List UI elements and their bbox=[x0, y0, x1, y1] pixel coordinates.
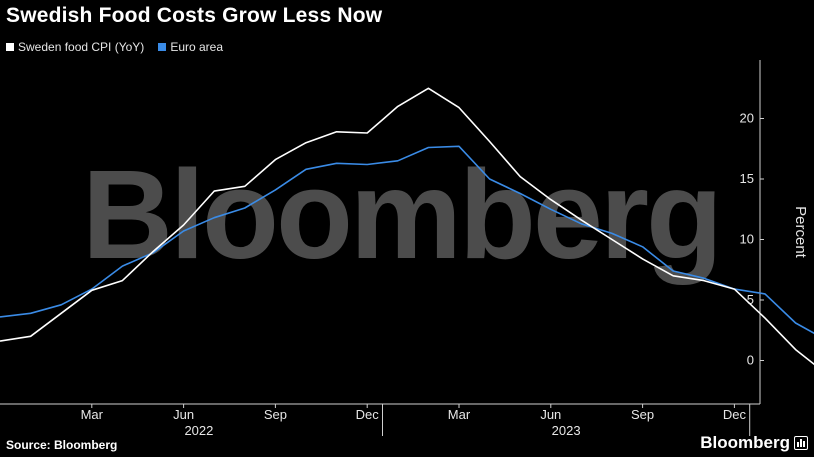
x-tick-label: Sep bbox=[631, 407, 654, 422]
y-tick-label: 10 bbox=[740, 232, 754, 247]
y-tick-label: 0 bbox=[747, 353, 754, 368]
bloomberg-logo: Bloomberg bbox=[700, 433, 808, 453]
x-tick-label: Mar bbox=[81, 407, 104, 422]
legend-swatch-euro bbox=[158, 43, 167, 51]
chart-title: Swedish Food Costs Grow Less Now bbox=[6, 4, 383, 27]
legend-label-sweden: Sweden food CPI (YoY) bbox=[18, 40, 145, 54]
legend-item-euro: Euro area bbox=[158, 40, 223, 54]
year-label: 2022 bbox=[184, 423, 213, 438]
source-note: Source: Bloomberg bbox=[6, 438, 118, 452]
watermark: Bloomberg bbox=[82, 144, 723, 285]
x-tick-label: Jun bbox=[540, 407, 561, 422]
logo-text: Bloomberg bbox=[700, 433, 790, 452]
legend-label-euro: Euro area bbox=[170, 40, 224, 54]
x-tick-label: Mar bbox=[448, 407, 471, 422]
y-axis-label: Percent bbox=[792, 206, 809, 259]
legend-swatch-sweden bbox=[6, 43, 14, 51]
series-line-sweden bbox=[0, 87, 814, 366]
x-tick-label: Jun bbox=[173, 407, 194, 422]
legend: Sweden food CPI (YoY) Euro area bbox=[6, 40, 223, 54]
x-tick-label: Dec bbox=[723, 407, 747, 422]
x-tick-label: Dec bbox=[356, 407, 380, 422]
y-tick-label: 20 bbox=[740, 111, 754, 126]
y-tick-label: 5 bbox=[747, 292, 754, 307]
series-line-euro bbox=[0, 145, 814, 335]
x-tick-label: Sep bbox=[264, 407, 287, 422]
y-tick-label: 15 bbox=[740, 171, 754, 186]
chart-icon bbox=[794, 436, 808, 450]
year-label: 2023 bbox=[552, 423, 581, 438]
legend-item-sweden: Sweden food CPI (YoY) bbox=[6, 40, 144, 54]
